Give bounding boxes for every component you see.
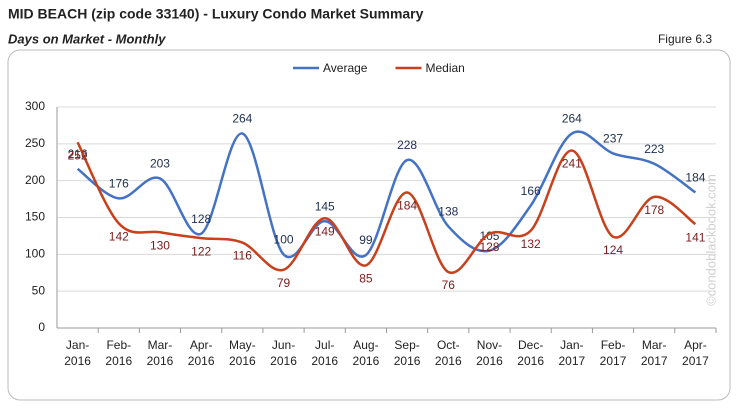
x-tick-label: Apr-2016 [188, 338, 215, 368]
data-label: 145 [315, 199, 335, 213]
x-tick-label: Jan-2016 [64, 338, 91, 368]
x-tick-label: Mar-2016 [147, 338, 174, 368]
y-tick-label: 100 [25, 247, 45, 261]
data-label: 223 [644, 142, 664, 156]
data-label: 216 [68, 147, 88, 161]
x-tick-label: Jul-2016 [311, 338, 338, 368]
data-label: 132 [521, 237, 541, 251]
data-label: 99 [359, 233, 373, 247]
line [76, 130, 697, 259]
data-label: 130 [150, 238, 170, 252]
data-label: 264 [232, 112, 252, 126]
data-label: 128 [479, 240, 499, 254]
x-tick-label: Dec-2016 [517, 338, 544, 368]
x-tick-label: Aug-2016 [353, 338, 380, 368]
x-tick-label: Oct-2016 [435, 338, 462, 368]
x-tick-label: Feb-2017 [600, 338, 627, 368]
y-tick-label: 150 [25, 210, 45, 224]
y-tick-label: 200 [25, 173, 45, 187]
data-label: 79 [277, 276, 291, 290]
y-tick-label: 300 [25, 99, 45, 113]
data-label: 122 [191, 244, 211, 258]
data-label: 138 [438, 205, 458, 219]
x-tick-label: Apr-2017 [682, 338, 709, 368]
y-tick-label: 250 [25, 136, 45, 150]
data-label: 76 [442, 278, 456, 292]
x-tick-label: Sep-2016 [394, 338, 421, 368]
data-label: 184 [685, 171, 705, 185]
data-label: 184 [397, 199, 417, 213]
x-tick-label: Jun-2016 [270, 338, 297, 368]
data-label: 203 [150, 157, 170, 171]
x-tick-label: Nov-2016 [476, 338, 503, 368]
data-label: 264 [562, 112, 582, 126]
data-label: 116 [233, 249, 252, 263]
data-label: 228 [397, 138, 417, 152]
x-tick-label: Mar-2017 [641, 338, 668, 368]
data-label: 141 [685, 230, 705, 244]
data-label: 252 [68, 149, 88, 163]
data-label: 142 [109, 230, 129, 244]
x-tick-label: Feb-2016 [105, 338, 132, 368]
data-label: 166 [521, 184, 541, 198]
data-label: 178 [644, 203, 664, 217]
data-label: 237 [603, 132, 623, 146]
panel [7, 49, 731, 401]
figure-label: Figure 6.3 [658, 32, 712, 46]
chart-subtitle: Days on Market - Monthly [8, 31, 166, 46]
data-label: 149 [315, 224, 335, 238]
x-tick-label: Jan-2017 [558, 338, 585, 368]
data-label: 85 [359, 272, 373, 286]
x-tick-label: May-2016 [229, 338, 256, 368]
legend-label: Average [323, 61, 368, 75]
y-tick-label: 0 [38, 320, 45, 334]
line [76, 141, 697, 274]
chart-title: MID BEACH (zip code 33140) - Luxury Cond… [8, 6, 424, 22]
data-label: 128 [191, 212, 211, 226]
legend-label: Median [425, 61, 464, 75]
data-label: 124 [603, 243, 623, 257]
watermark: ©condoblackbook.com [703, 174, 718, 306]
data-label: 100 [274, 233, 294, 247]
data-label: 241 [562, 157, 582, 171]
data-label: 176 [109, 177, 129, 191]
y-tick-label: 50 [32, 283, 46, 297]
